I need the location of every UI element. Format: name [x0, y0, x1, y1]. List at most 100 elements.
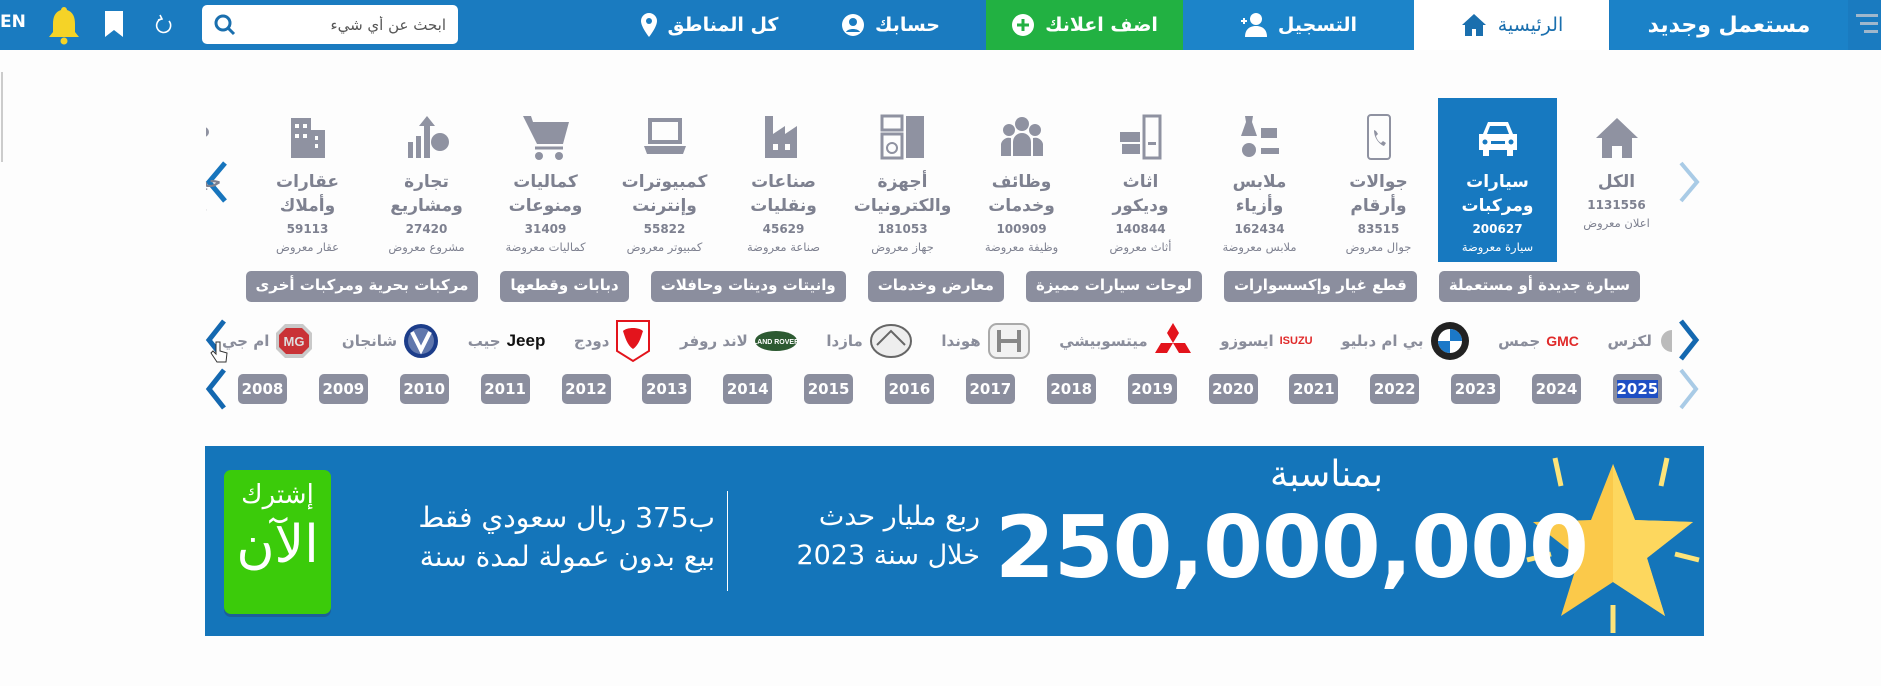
brand-item[interactable]: GMC جمس	[1498, 332, 1579, 350]
year-button[interactable]: 2021	[1289, 374, 1339, 404]
year-button[interactable]: 2022	[1370, 374, 1420, 404]
year-button[interactable]: 2025	[1612, 374, 1662, 404]
category-title-2: وأرقام	[1350, 196, 1407, 216]
refresh-icon[interactable]	[154, 13, 174, 37]
brand-name: ام جي	[222, 332, 270, 350]
year-button[interactable]: 2015	[804, 374, 854, 404]
category-count-label: ملابس معروضة	[1222, 240, 1297, 254]
year-button[interactable]: 2018	[1046, 374, 1096, 404]
subcategory-pill[interactable]: معارض وخدمات	[867, 271, 1004, 302]
brand-item[interactable]: ISUZU ايسوزو	[1220, 332, 1312, 350]
categories-next-arrow[interactable]	[1677, 160, 1701, 204]
search-input[interactable]	[256, 15, 446, 34]
brand-name: مازدا	[826, 332, 863, 350]
category-count-label: وظيفة معروضة	[984, 240, 1059, 254]
brand-item[interactable]: ميتسوبيشي	[1059, 321, 1191, 361]
subscribe-now-button[interactable]: إشترك الآن	[224, 470, 331, 614]
brand-item[interactable]: بي ام دبليو	[1341, 321, 1469, 361]
category-item[interactable]: كماليات ومنوعات 31409 كماليات معروضة	[486, 98, 605, 262]
years-next-arrow[interactable]	[1678, 367, 1700, 411]
category-item[interactable]: الكل 1131556 اعلان معروض	[1557, 98, 1676, 262]
year-button[interactable]: 2014	[723, 374, 773, 404]
scroll-indicator	[1, 72, 3, 162]
subcategory-pill[interactable]: سيارة جديدة أو مستعملة	[1438, 271, 1640, 302]
promo-banner[interactable]: بمناسبة 250,000,000 ربع مليار حدث خلال س…	[205, 446, 1704, 636]
year-label: 2021	[1293, 380, 1335, 398]
brand-item[interactable]: شانجان	[342, 323, 439, 359]
category-count-label: كماليات معروضة	[505, 240, 586, 254]
categories-prev-arrow[interactable]	[205, 160, 229, 204]
category-item[interactable]: صناعات ونقليات 45629 صناعة معروضة	[724, 98, 843, 262]
category-title: كمبيوترات	[621, 172, 708, 192]
location-selector[interactable]: كل المناطق	[634, 0, 784, 50]
year-button[interactable]: 2017	[965, 374, 1015, 404]
brand-item[interactable]: MG ام جي	[222, 322, 313, 360]
year-button[interactable]: 2009	[318, 374, 368, 404]
year-button[interactable]: 2010	[399, 374, 449, 404]
year-button[interactable]: 2013	[642, 374, 692, 404]
year-button[interactable]: 2019	[1127, 374, 1177, 404]
nav-account[interactable]: حسابك	[828, 0, 953, 50]
brand-item[interactable]: Jeep جيب	[468, 331, 546, 351]
category-title: عقارات	[276, 172, 339, 192]
subcategory-pill[interactable]: مركبات بحرية ومركبات أخرى	[245, 271, 479, 302]
category-item[interactable]: وظائف وخدمات 100909 وظيفة معروضة	[962, 98, 1081, 262]
category-item[interactable]: عقارات وأملاك 59113 عقار معروض	[248, 98, 367, 262]
cta-line1: إشترك	[241, 480, 314, 510]
bell-icon[interactable]	[48, 5, 80, 45]
site-logo[interactable]: مستعمل وجديد	[1610, 0, 1848, 50]
banner-line2: خلال سنة 2023	[796, 540, 980, 571]
category-item[interactable]: اثاث وديكور 140844 أثاث معروض	[1081, 98, 1200, 262]
nav-home-label: الرئيسية	[1497, 14, 1564, 36]
year-button[interactable]: 2020	[1208, 374, 1258, 404]
category-item[interactable]: أجهزة والكترونيات 181053 جهاز معروض	[843, 98, 962, 262]
category-title: سيارات	[1466, 172, 1529, 192]
subcategory-pill[interactable]: وانيتات ودينات وحافلات	[650, 271, 846, 302]
year-button[interactable]: 2023	[1451, 374, 1501, 404]
logo-text: مستعمل وجديد	[1647, 12, 1811, 38]
category-count: 1131556	[1587, 198, 1646, 212]
clothes-icon	[1240, 116, 1279, 157]
brand-name: هوندا	[941, 332, 981, 350]
menu-icon[interactable]	[1856, 14, 1878, 33]
brand-item[interactable]: LAND ROVER لاند روفر	[680, 330, 798, 352]
category-item[interactable]: حيوانات حيوانات	[206, 98, 248, 262]
year-button[interactable]: 2024	[1532, 374, 1581, 404]
brand-item[interactable]: لكزس	[1607, 326, 1672, 356]
category-item[interactable]: جوالات وأرقام 83515 جوال معروض	[1319, 98, 1438, 262]
category-item[interactable]: سيارات ومركبات 200627 سيارة معروضة	[1438, 98, 1557, 262]
category-title: تجارة	[404, 172, 449, 192]
add-ad-button[interactable]: اضف اعلانك	[986, 0, 1183, 50]
category-count-label: مشروع معروض	[388, 240, 465, 254]
subcategory-pill[interactable]: قطع غيار وإكسسوارات	[1223, 271, 1417, 302]
banner-occasion: بمناسبة	[1270, 454, 1383, 495]
years-prev-arrow[interactable]	[205, 367, 227, 411]
year-button[interactable]: 2011	[480, 374, 530, 404]
brand-logo-icon: MG	[275, 322, 313, 360]
language-toggle[interactable]: EN	[0, 12, 26, 32]
brand-item[interactable]: مازدا	[826, 323, 912, 359]
brand-item[interactable]: هوندا	[941, 322, 1030, 360]
subcategory-pill[interactable]: دبابات وقطعها	[500, 271, 629, 302]
brand-name: دودج	[573, 332, 610, 350]
year-button[interactable]: 2016	[885, 374, 934, 404]
category-item[interactable]: ملابس وأزياء 162434 ملابس معروضة	[1200, 98, 1319, 262]
brand-logo-icon	[1154, 321, 1192, 361]
brands-next-arrow[interactable]	[1678, 318, 1700, 362]
year-label: 2023	[1454, 380, 1497, 398]
year-button[interactable]: 2012	[561, 374, 611, 404]
nav-register[interactable]: التسجيل	[1183, 0, 1414, 50]
search-icon[interactable]	[214, 14, 236, 36]
category-item[interactable]: تجارة ومشاريع 27420 مشروع معروض	[367, 98, 486, 262]
brand-name: ميتسوبيشي	[1059, 332, 1148, 350]
year-list: 2025 2024 2023 2022 2021 2020 2019 2018 2017 2016…	[238, 374, 1662, 404]
year-button[interactable]: 2008	[238, 374, 287, 404]
bookmark-icon[interactable]	[104, 10, 124, 38]
category-count-label: صناعة معروضة	[747, 240, 820, 254]
category-title-2: ومشاريع	[390, 196, 463, 216]
subcategory-pill[interactable]: لوحات سيارات مميزة	[1025, 271, 1202, 302]
brand-item[interactable]: دودج	[574, 319, 652, 363]
nav-home[interactable]: الرئيسية	[1414, 0, 1609, 50]
category-item[interactable]: كمبيوترات وإنترنت 55822 كمبيوتر معروض	[605, 98, 724, 262]
category-title-2: ومنوعات	[508, 196, 583, 216]
